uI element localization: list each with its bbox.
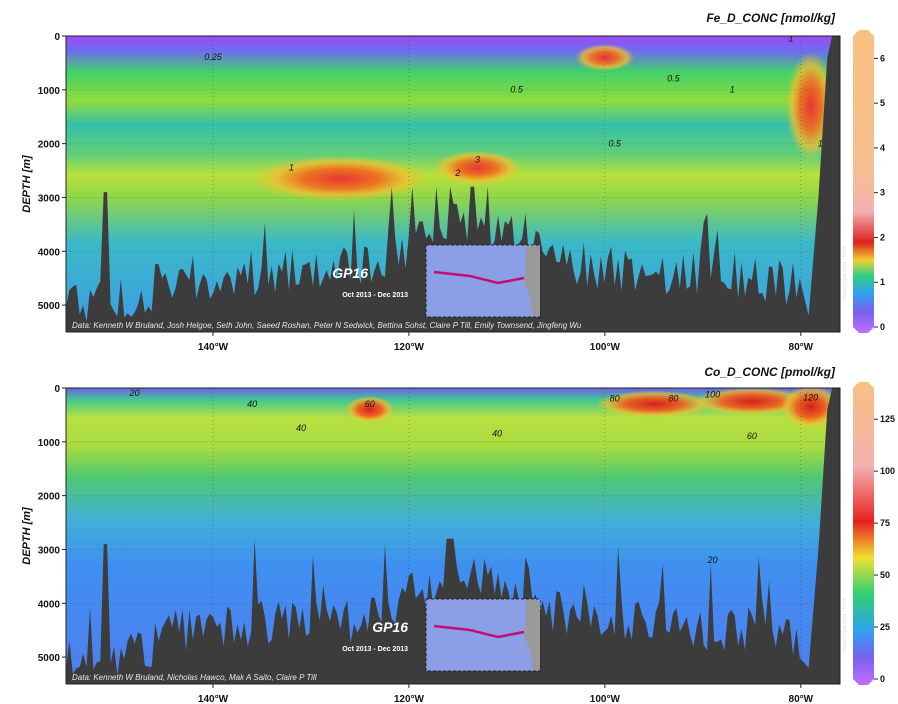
fe-cbtick-label-3: 3 <box>880 188 885 198</box>
fe-cbtick-label-1: 1 <box>880 277 885 287</box>
fe-ytick-label-0: 0 <box>54 32 60 43</box>
co-inset-title: GP16 <box>372 619 408 635</box>
co-inset-land <box>524 600 540 670</box>
co-hotspot-3 <box>345 396 395 423</box>
co-ytick-label-2: 2000 <box>38 492 61 503</box>
fe-contour-label-6: 1 <box>789 33 794 43</box>
co-contour-label-10: 20 <box>707 555 718 565</box>
co-plot-frame <box>65 387 841 685</box>
co-hotspot-2 <box>781 388 840 429</box>
fe-xtick-label-3: 80°W <box>789 342 814 352</box>
co-contour-label-4: 40 <box>492 428 502 438</box>
co-inset-subtitle: Oct 2013 - Dec 2013 <box>342 646 408 653</box>
co-contour-label-6: 80 <box>668 393 678 403</box>
fe-section-panel: Fe_D_CONC [nmol/kg] DEPTH [m] 0.25 0.5 0.5… <box>21 11 885 352</box>
co-hotspot-1 <box>693 388 811 416</box>
fe-colorbar: 0 1 2 3 4 5 6 <box>853 30 885 333</box>
fe-contour-label-9: 3 <box>475 154 480 164</box>
fe-inset-subtitle: Oct 2013 - Dec 2013 <box>342 292 408 299</box>
fe-contour-label-1: 0.5 <box>510 85 524 95</box>
fe-xtick-label-0: 140°W <box>198 342 229 352</box>
fe-hotspot-1 <box>433 150 522 186</box>
fe-contour-label-7: 1 <box>818 138 823 148</box>
co-cbtick-label-1: 25 <box>880 622 890 632</box>
fe-ytick-label-3: 3000 <box>38 193 61 204</box>
co-ylabel: DEPTH [m] <box>21 507 33 565</box>
co-section-panel: Co_D_CONC [pmol/kg] DEPTH [m] 20 40 60 40 40… <box>0 352 898 704</box>
fe-xtick-label-2: 100°W <box>590 342 621 352</box>
fe-ytick-label-1: 1000 <box>38 86 61 97</box>
fe-inset-map: GP16 Oct 2013 - Dec 2013 <box>332 244 541 318</box>
fe-cbtick-label-0: 0 <box>880 322 885 332</box>
fe-cbtick-label-4: 4 <box>880 143 885 153</box>
co-contour-label-5: 80 <box>610 393 620 403</box>
fe-inset-cruise-track <box>433 270 525 285</box>
co-contour-label-7: 100 <box>705 390 720 400</box>
co-cbtick-label-2: 50 <box>880 570 890 580</box>
fe-contour-label-3: 0.5 <box>608 138 622 148</box>
fe-contour-label-5: 1 <box>730 85 735 95</box>
fe-title: Fe_D_CONC [nmol/kg] <box>706 11 836 25</box>
fe-contour-label-4: 1 <box>289 163 294 173</box>
fe-hotspot-0 <box>252 156 429 202</box>
co-cbtick-label-4: 100 <box>880 466 895 476</box>
fe-watermark: Ocean Data View / DIVA <box>842 245 848 300</box>
co-xtick-label-3: 80°W <box>789 694 814 704</box>
co-contour-label-2: 60 <box>365 399 375 409</box>
co-xtick-label-0: 140°W <box>198 694 229 704</box>
co-watermark: Ocean Data View / DIVA <box>842 597 848 652</box>
fe-ytick-label-5: 5000 <box>38 301 61 312</box>
co-credit: Data: Kenneth W Bruland, Nicholas Hawco,… <box>72 673 317 682</box>
fe-ytick-label-2: 2000 <box>38 140 61 151</box>
co-ytick-label-5: 5000 <box>38 653 61 664</box>
co-ytick-label-4: 4000 <box>38 599 61 610</box>
co-ytick-label-0: 0 <box>54 384 60 395</box>
co-contour-label-8: 120 <box>803 392 818 402</box>
fe-plot-frame <box>65 35 841 333</box>
fe-hotspot-3 <box>575 44 635 71</box>
fe-ylabel: DEPTH [m] <box>21 155 33 213</box>
fe-cbtick-label-2: 2 <box>880 232 885 242</box>
fe-section-chart: Fe_D_CONC [nmol/kg] DEPTH [m] 0.25 0.5 0.5… <box>21 11 885 352</box>
fe-cbtick-label-6: 6 <box>880 53 885 63</box>
fe-inset-title: GP16 <box>332 265 368 281</box>
co-title: Co_D_CONC [pmol/kg] <box>704 365 836 379</box>
co-xtick-label-1: 120°W <box>394 694 425 704</box>
co-cbtick-label-5: 125 <box>880 414 895 424</box>
co-contour-label-1: 40 <box>247 399 257 409</box>
co-ytick-label-1: 1000 <box>38 438 61 449</box>
fe-ytick-label-4: 4000 <box>38 247 61 258</box>
fe-contour-label-8: 2 <box>454 168 460 178</box>
fe-contour-label-0: 0.25 <box>204 52 223 62</box>
co-inset-ocean <box>425 598 541 672</box>
co-ytick-label-3: 3000 <box>38 545 61 556</box>
co-colorbar-bar <box>853 382 874 685</box>
co-cbtick-label-3: 75 <box>880 518 890 528</box>
co-inset-map: GP16 Oct 2013 - Dec 2013 <box>342 598 541 672</box>
fe-inset-ocean <box>425 244 541 318</box>
co-inset-cruise-track <box>433 624 525 639</box>
co-section-chart: Co_D_CONC [pmol/kg] DEPTH [m] 20 40 60 40 40… <box>21 365 895 704</box>
fe-credit: Data: Kenneth W Bruland, Josh Helgoe, Se… <box>72 321 582 330</box>
co-hotspot-0 <box>595 390 713 418</box>
fe-xtick-label-1: 120°W <box>394 342 425 352</box>
co-cbtick-label-0: 0 <box>880 674 885 684</box>
co-contour-label-3: 40 <box>296 423 306 433</box>
fe-contour-label-2: 0.5 <box>667 74 681 84</box>
fe-cbtick-label-5: 5 <box>880 98 885 108</box>
co-seafloor-topography <box>66 388 840 684</box>
co-xtick-label-2: 100°W <box>590 694 621 704</box>
co-contour-label-9: 60 <box>747 431 757 441</box>
fe-inset-land <box>524 246 540 316</box>
co-contour-label-0: 20 <box>129 388 140 398</box>
fe-colorbar-bar <box>853 30 874 333</box>
co-colorbar: 0 25 50 75 100 125 <box>853 382 895 685</box>
